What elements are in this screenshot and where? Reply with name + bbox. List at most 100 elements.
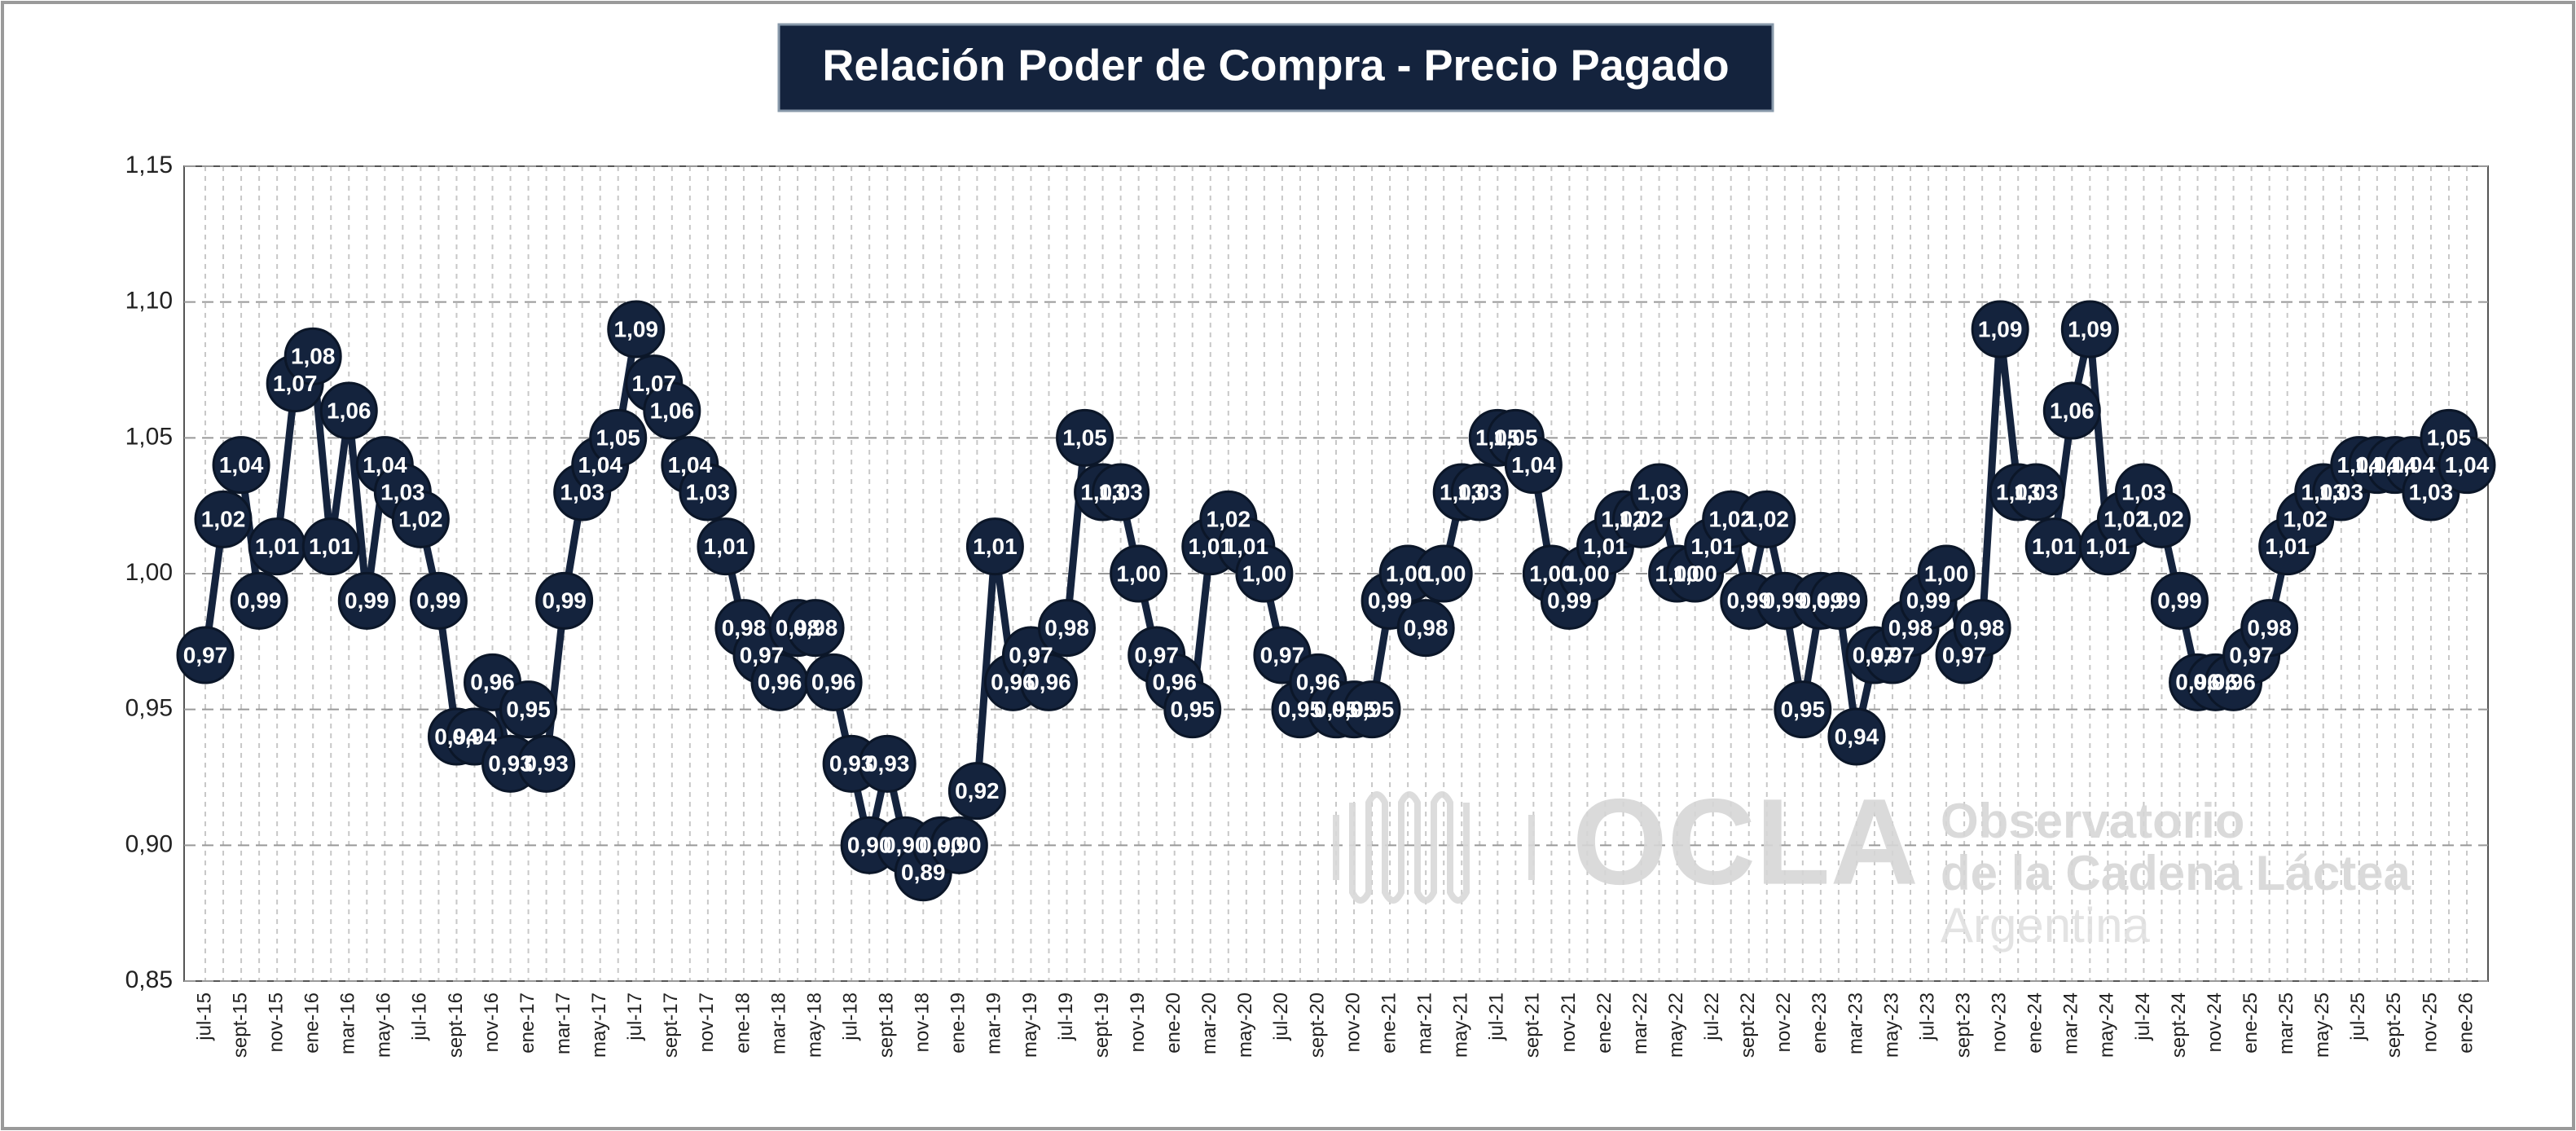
data: 0,971,021,040,991,011,071,081,011,060,99… xyxy=(176,300,2496,902)
point xyxy=(194,490,253,548)
data-label: 1,01 xyxy=(2265,534,2310,559)
point xyxy=(679,463,737,521)
data-label: 0,95 xyxy=(1278,697,1323,722)
data-label: 0,99 xyxy=(1817,588,1862,614)
x-tick-label: sept-25 xyxy=(2383,992,2405,1058)
data-label: 1,03 xyxy=(1457,479,1502,504)
data-label: 0,98 xyxy=(722,615,767,640)
data-label: 1,08 xyxy=(291,344,336,369)
data-label: 1,02 xyxy=(1745,507,1790,532)
data-label: 1,00 xyxy=(1386,561,1431,586)
data-label: 0,94 xyxy=(452,724,497,749)
data-label: 0,99 xyxy=(542,588,587,614)
x-tick-label: ene-22 xyxy=(1594,992,1615,1054)
point xyxy=(1092,463,1150,521)
x-tick-label: jul-23 xyxy=(1916,992,1938,1041)
data-label: 1,02 xyxy=(2139,507,2184,532)
x-tick-label: may-24 xyxy=(2096,992,2118,1058)
point xyxy=(1738,490,1796,548)
data-label: 1,00 xyxy=(1924,561,1969,586)
data-label: 1,04 xyxy=(2355,452,2400,477)
point xyxy=(1971,300,2029,359)
watermark-line: Observatorio xyxy=(1941,794,2244,848)
data-label: 0,97 xyxy=(1942,642,1987,667)
x-tick-label: nov-24 xyxy=(2204,992,2226,1052)
data-label: 1,05 xyxy=(1493,425,1538,451)
point xyxy=(1396,599,1455,658)
x-tick-label: jul-19 xyxy=(1055,992,1077,1041)
x-tick-label: nov-17 xyxy=(696,992,718,1052)
data-label: 1,04 xyxy=(219,452,264,477)
data-label: 1,01 xyxy=(255,534,300,559)
x-tick-label: sept-22 xyxy=(1737,992,1759,1058)
data-label: 1,04 xyxy=(2391,452,2436,477)
data-label: 1,03 xyxy=(2409,479,2454,504)
point xyxy=(2007,463,2065,521)
point xyxy=(517,734,576,793)
data-label: 0,98 xyxy=(2247,615,2292,640)
data-label: 0,98 xyxy=(1960,615,2005,640)
data-label: 0,93 xyxy=(524,751,569,777)
point xyxy=(697,517,755,576)
point xyxy=(1110,544,1168,603)
data-label: 1,00 xyxy=(1565,561,1610,586)
data-label: 0,93 xyxy=(488,751,533,777)
x-tick-label: ene-26 xyxy=(2455,992,2477,1054)
data-label: 0,98 xyxy=(776,615,820,640)
point xyxy=(212,436,270,495)
data-label: 0,95 xyxy=(1170,697,1215,722)
x-tick-label: nov-20 xyxy=(1342,992,1364,1052)
data-label: 0,97 xyxy=(1009,642,1053,667)
data-label: 0,99 xyxy=(1906,588,1951,614)
logo-waves xyxy=(1333,791,1535,904)
data-label: 0,96 xyxy=(2193,670,2238,695)
data-label: 0,97 xyxy=(1134,642,1179,667)
x-tick-label: ene-19 xyxy=(947,992,969,1054)
point xyxy=(786,599,845,658)
x-tick-label: nov-21 xyxy=(1558,992,1580,1052)
x-tick-label: nov-25 xyxy=(2419,992,2441,1052)
x-tick-label: sept-16 xyxy=(445,992,467,1058)
x-tick-label: mar-18 xyxy=(767,992,789,1054)
data-label: 1,03 xyxy=(1098,479,1143,504)
x-tick-label: nov-23 xyxy=(1989,992,2011,1052)
data-label: 0,98 xyxy=(793,615,838,640)
data-label: 0,96 xyxy=(991,670,1035,695)
data-label: 1,05 xyxy=(596,425,640,451)
point xyxy=(1343,680,1401,739)
data-label: 1,09 xyxy=(1978,316,2023,341)
data-label: 0,99 xyxy=(237,588,282,614)
data-label: 0,93 xyxy=(865,751,910,777)
x-tick-label: sept-23 xyxy=(1952,992,1974,1058)
point xyxy=(1235,544,1294,603)
data-label: 0,97 xyxy=(183,642,228,667)
x-tick-label: mar-16 xyxy=(337,992,359,1054)
chart-title: Relación Poder de Compra - Precio Pagado xyxy=(822,41,1729,90)
x-tick-label: jul-17 xyxy=(624,992,646,1041)
data-label: 1,02 xyxy=(201,507,246,532)
data-label: 1,01 xyxy=(1690,534,1735,559)
data-label: 1,05 xyxy=(1475,425,1520,451)
data-label: 1,01 xyxy=(1224,534,1269,559)
data-label: 1,00 xyxy=(1116,561,1161,586)
point xyxy=(1056,408,1114,467)
watermark-line: de la Cadena Láctea xyxy=(1941,846,2411,900)
data-label: 0,98 xyxy=(1404,615,1448,640)
x-tick-label: sept-21 xyxy=(1522,992,1544,1058)
x-tick-label: ene-17 xyxy=(517,992,538,1054)
data-label: 0,99 xyxy=(2157,588,2202,614)
data-label: 0,98 xyxy=(1888,615,1933,640)
data-label: 1,02 xyxy=(2103,507,2148,532)
data-label: 1,01 xyxy=(2086,534,2130,559)
logo-text: OCLA xyxy=(1572,773,1919,910)
watermark: OCLA Observatorio de la Cadena Láctea Ar… xyxy=(1333,773,2411,953)
y-tick-label: 1,10 xyxy=(125,288,173,315)
point xyxy=(1414,544,1473,603)
data-label: 1,05 xyxy=(2427,425,2472,451)
y-tick-label: 0,90 xyxy=(125,830,173,857)
watermark-line: Argentina xyxy=(1941,898,2150,953)
point xyxy=(930,816,988,874)
data-label: 1,01 xyxy=(973,534,1018,559)
data-label: 1,03 xyxy=(686,479,731,504)
x-tick-label: mar-20 xyxy=(1198,992,1220,1054)
